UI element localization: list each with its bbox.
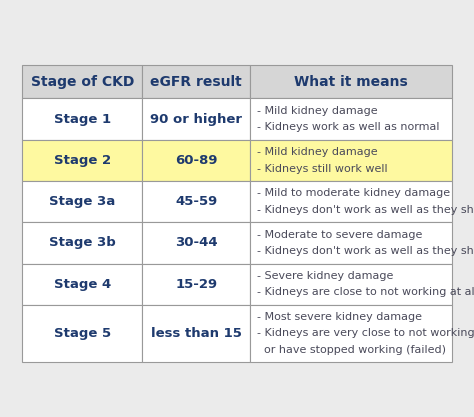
Text: - Mild kidney damage: - Mild kidney damage	[257, 106, 377, 116]
Text: - Kidneys work as well as normal: - Kidneys work as well as normal	[257, 122, 439, 132]
Text: Stage 4: Stage 4	[54, 278, 111, 291]
Bar	[142, 264, 250, 305]
Text: Stage 5: Stage 5	[54, 327, 111, 340]
Text: 60-89: 60-89	[175, 154, 218, 167]
Bar	[250, 264, 452, 305]
Text: - Moderate to severe damage: - Moderate to severe damage	[257, 230, 422, 240]
Text: eGFR result: eGFR result	[150, 75, 242, 89]
Bar	[250, 65, 452, 98]
Text: Stage 2: Stage 2	[54, 154, 111, 167]
Text: Stage 3b: Stage 3b	[49, 236, 116, 249]
Bar	[22, 65, 142, 98]
Bar	[22, 98, 142, 140]
Text: What it means: What it means	[294, 75, 408, 89]
Bar	[142, 140, 250, 181]
Text: - Mild kidney damage: - Mild kidney damage	[257, 147, 377, 157]
Bar	[250, 98, 452, 140]
Bar	[250, 305, 452, 362]
Bar	[22, 140, 142, 181]
Text: Stage 1: Stage 1	[54, 113, 111, 126]
Bar	[250, 181, 452, 222]
Text: - Kidneys are very close to not working: - Kidneys are very close to not working	[257, 329, 474, 339]
Text: less than 15: less than 15	[151, 327, 242, 340]
Text: - Mild to moderate kidney damage: - Mild to moderate kidney damage	[257, 188, 450, 198]
Text: or have stopped working (failed): or have stopped working (failed)	[257, 345, 446, 355]
Bar	[142, 98, 250, 140]
Bar	[22, 305, 142, 362]
Bar	[142, 305, 250, 362]
Text: - Kidneys don't work as well as they should: - Kidneys don't work as well as they sho…	[257, 205, 474, 215]
Bar	[22, 181, 142, 222]
Bar	[142, 65, 250, 98]
Text: Stage of CKD: Stage of CKD	[30, 75, 134, 89]
Bar	[250, 222, 452, 264]
Bar	[22, 264, 142, 305]
Text: 15-29: 15-29	[175, 278, 217, 291]
Text: - Severe kidney damage: - Severe kidney damage	[257, 271, 393, 281]
Text: - Kidneys don't work as well as they should: - Kidneys don't work as well as they sho…	[257, 246, 474, 256]
Text: - Kidneys are close to not working at all: - Kidneys are close to not working at al…	[257, 287, 474, 297]
Text: - Kidneys still work well: - Kidneys still work well	[257, 163, 388, 173]
Text: 30-44: 30-44	[175, 236, 218, 249]
Text: 45-59: 45-59	[175, 195, 217, 208]
Bar	[250, 140, 452, 181]
Bar	[142, 181, 250, 222]
Text: - Most severe kidney damage: - Most severe kidney damage	[257, 312, 422, 322]
Text: 90 or higher: 90 or higher	[150, 113, 242, 126]
Bar	[22, 222, 142, 264]
Text: Stage 3a: Stage 3a	[49, 195, 115, 208]
Bar	[142, 222, 250, 264]
